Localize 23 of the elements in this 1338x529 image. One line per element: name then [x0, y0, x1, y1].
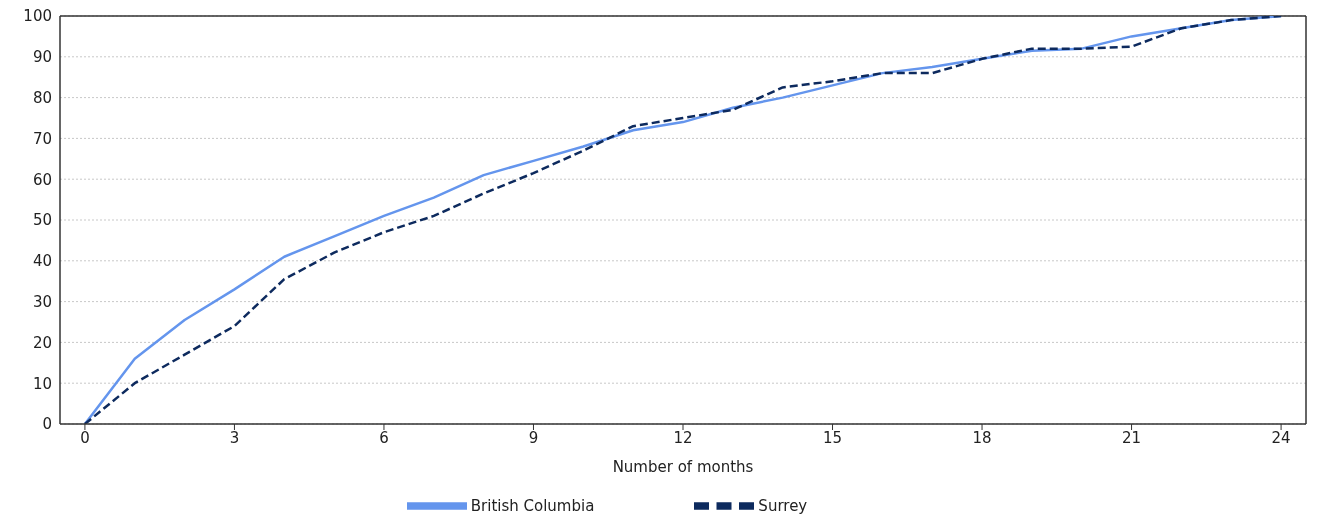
x-tick-label: 3	[229, 428, 240, 447]
x-tick-label: 18	[972, 428, 992, 447]
y-tick-label: 50	[32, 211, 52, 230]
y-tick-label: 20	[32, 333, 52, 352]
y-tick-label: 40	[32, 252, 52, 271]
y-tick-label: 70	[32, 129, 52, 148]
legend-label: Surrey	[758, 496, 808, 515]
y-tick-label: 100	[23, 7, 52, 26]
y-tick-label: 10	[32, 374, 52, 393]
y-tick-label: 90	[32, 48, 52, 67]
x-tick-label: 6	[379, 428, 389, 447]
x-tick-label: 24	[1271, 428, 1291, 447]
y-tick-label: 0	[42, 415, 52, 434]
x-tick-label: 12	[673, 428, 693, 447]
y-tick-label: 80	[32, 88, 52, 107]
x-axis-title: Number of months	[612, 458, 754, 476]
y-tick-label: 30	[32, 292, 52, 311]
x-tick-label: 21	[1122, 428, 1142, 447]
legend-label: British Columbia	[470, 496, 595, 515]
x-tick-label: 9	[528, 428, 539, 447]
x-tick-label: 15	[822, 428, 843, 447]
y-tick-label: 60	[32, 170, 52, 189]
x-tick-label: 0	[80, 428, 90, 447]
